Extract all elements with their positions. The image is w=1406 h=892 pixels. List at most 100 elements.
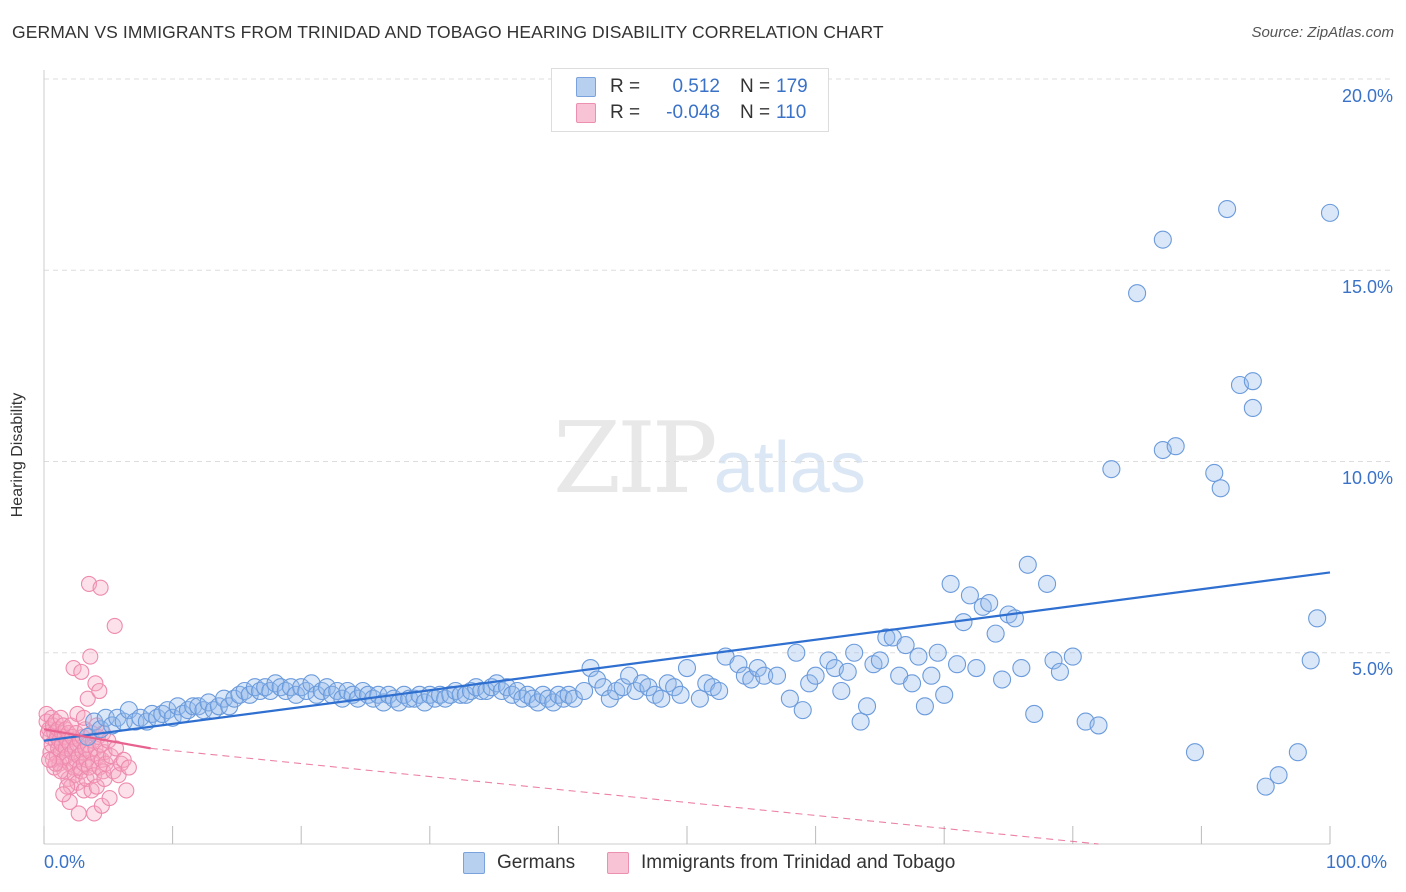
trinidad-swatch: [607, 852, 629, 874]
r-label: R =: [610, 102, 641, 123]
german-point: [870, 651, 889, 670]
trinidad-point: [73, 663, 90, 680]
german-point: [1038, 574, 1057, 593]
german-point: [600, 689, 619, 708]
german-point: [909, 647, 928, 666]
german-point: [1063, 647, 1082, 666]
german-point: [851, 712, 870, 731]
german-point: [302, 674, 321, 693]
german-point: [575, 681, 594, 701]
legend-item-germans[interactable]: Germans: [463, 852, 575, 874]
chart-title: GERMAN VS IMMIGRANTS FROM TRINIDAD AND T…: [12, 22, 884, 42]
german-point: [690, 689, 709, 708]
german-point: [1153, 230, 1172, 249]
german-point: [564, 689, 583, 708]
source-label: Source: ZipAtlas.com: [1251, 24, 1394, 41]
german-point: [787, 643, 806, 662]
n-value: 179: [776, 76, 808, 97]
legend-label: Immigrants from Trinidad and Tobago: [641, 852, 956, 873]
german-point: [832, 681, 851, 701]
german-point: [1218, 200, 1237, 219]
german-point: [163, 708, 182, 727]
german-point: [1243, 398, 1262, 418]
trinidad-point: [65, 659, 82, 677]
trinidad-point: [59, 778, 76, 795]
trinidad-swatch: [576, 103, 596, 123]
german-point: [986, 624, 1005, 643]
german-point: [948, 655, 967, 674]
german-point: [1256, 777, 1275, 796]
german-point: [838, 662, 857, 681]
german-point: [1018, 555, 1037, 574]
n-label: N =: [740, 102, 771, 123]
german-point: [1301, 651, 1320, 670]
watermark-atlas: atlas: [713, 428, 866, 508]
watermark: ZIPatlas: [553, 402, 866, 516]
trinidad-point: [41, 751, 58, 768]
german-trend-line: [43, 571, 1331, 742]
german-point: [755, 666, 774, 685]
trinidad-point: [118, 782, 135, 799]
trinidad-trend-line-extension: [150, 747, 1099, 845]
germans-swatch: [463, 852, 485, 874]
german-point: [819, 651, 838, 670]
german-point: [677, 658, 697, 678]
n-value: 110: [776, 102, 807, 123]
trinidad-point: [55, 786, 72, 803]
germans-swatch: [576, 77, 596, 97]
german-point: [1044, 651, 1063, 670]
german-point: [665, 678, 684, 697]
r-value: 0.512: [672, 76, 720, 97]
stats-legend: R = 0.512 N = 179 R = -0.048 N = 110: [551, 68, 829, 132]
legend-item-trinidad[interactable]: Immigrants from Trinidad and Tobago: [607, 852, 955, 874]
german-point: [639, 678, 658, 697]
n-label: N =: [740, 76, 771, 97]
german-point: [941, 574, 960, 593]
y-tick-label: 10.0%: [1341, 468, 1393, 488]
german-point: [800, 674, 819, 693]
trinidad-point: [87, 675, 104, 692]
german-point: [1269, 766, 1288, 785]
german-point: [1050, 662, 1069, 681]
german-point: [1288, 743, 1307, 762]
trinidad-point: [92, 579, 109, 596]
r-label: R =: [610, 76, 641, 97]
german-point: [1320, 203, 1340, 222]
trinidad-point: [120, 759, 137, 776]
german-point: [671, 685, 690, 704]
german-point: [780, 689, 799, 708]
r-value: -0.048: [666, 102, 720, 123]
german-point: [1308, 609, 1327, 628]
german-point: [1089, 716, 1108, 735]
x-tick-label: 100.0%: [1326, 852, 1388, 872]
y-tick-label: 5.0%: [1351, 659, 1393, 679]
german-point: [1025, 704, 1044, 724]
german-point: [928, 643, 947, 662]
german-point: [1243, 372, 1262, 391]
trinidad-point: [91, 682, 108, 700]
german-point: [896, 636, 915, 655]
german-point: [748, 658, 767, 678]
trinidad-point: [75, 709, 92, 726]
german-point: [993, 670, 1012, 689]
german-point: [902, 674, 922, 693]
german-point: [967, 658, 986, 678]
german-point: [587, 670, 607, 689]
trinidad-point: [101, 790, 118, 807]
german-point: [184, 697, 203, 716]
trinidad-point: [79, 690, 96, 707]
y-tick-label: 20.0%: [1341, 86, 1393, 106]
german-point: [857, 697, 877, 716]
legend-label: Germans: [497, 852, 576, 873]
german-point: [1205, 463, 1224, 483]
x-tick-label: 0.0%: [44, 852, 86, 872]
trinidad-point: [106, 617, 123, 635]
german-point: [1102, 460, 1121, 479]
german-point: [710, 681, 729, 701]
german-point: [1128, 284, 1147, 303]
german-point: [915, 697, 934, 716]
german-point: [935, 685, 954, 704]
german-point: [960, 586, 979, 605]
german-point: [85, 712, 104, 731]
